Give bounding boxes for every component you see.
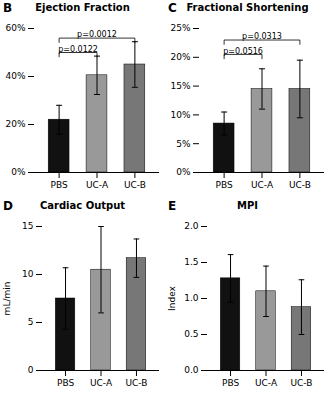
svg-text:UC-B: UC-B [125,378,147,388]
svg-text:Index: Index [167,285,177,310]
svg-text:5: 5 [28,317,34,327]
svg-text:p=0.0516: p=0.0516 [223,47,263,56]
svg-text:5%: 5% [176,139,191,149]
html-text:D: D [3,199,13,213]
svg-text:p=0.0012: p=0.0012 [77,30,117,39]
svg-text:20%: 20% [5,119,25,129]
svg-text:15: 15 [22,221,33,231]
svg-text:1.0: 1.0 [184,293,199,303]
svg-text:0.5: 0.5 [184,329,198,339]
svg-text:0.0: 0.0 [184,365,199,375]
svg-text:p=0.0313: p=0.0313 [242,32,282,41]
svg-text:60%: 60% [5,23,25,33]
svg-text:15%: 15% [170,81,190,91]
svg-text:0%: 0% [176,167,191,177]
svg-text:PBS: PBS [222,378,239,388]
svg-text:UC-B: UC-B [289,180,311,190]
html-text:Fractional Shortening: Fractional Shortening [186,2,309,13]
html-text:MPI: MPI [237,200,258,211]
svg-text:10: 10 [22,269,34,279]
svg-text:0: 0 [28,365,34,375]
svg-text:UC-A: UC-A [86,180,109,190]
svg-text:UC-A: UC-A [90,378,113,388]
svg-text:PBS: PBS [51,180,68,190]
html-text:B: B [3,1,13,15]
svg-text:PBS: PBS [57,378,74,388]
svg-text:UC-B: UC-B [124,180,146,190]
svg-text:UC-A: UC-A [255,378,278,388]
html-text:Ejection Fraction: Ejection Fraction [35,2,130,13]
svg-text:p=0.0122: p=0.0122 [58,45,98,54]
svg-text:UC-A: UC-A [251,180,274,190]
svg-text:20%: 20% [170,52,190,62]
svg-text:40%: 40% [5,71,25,81]
svg-text:10%: 10% [170,110,190,120]
svg-text:2.0: 2.0 [184,221,199,231]
svg-text:1.5: 1.5 [184,257,198,267]
svg-text:PBS: PBS [216,180,233,190]
svg-text:UC-B: UC-B [290,378,312,388]
html-text:C: C [168,1,177,15]
html-text:Cardiac Output: Cardiac Output [39,200,126,211]
svg-text:mL/min: mL/min [2,282,12,316]
html-text:E: E [168,199,177,213]
svg-text:25%: 25% [170,23,190,33]
svg-text:0%: 0% [11,167,26,177]
